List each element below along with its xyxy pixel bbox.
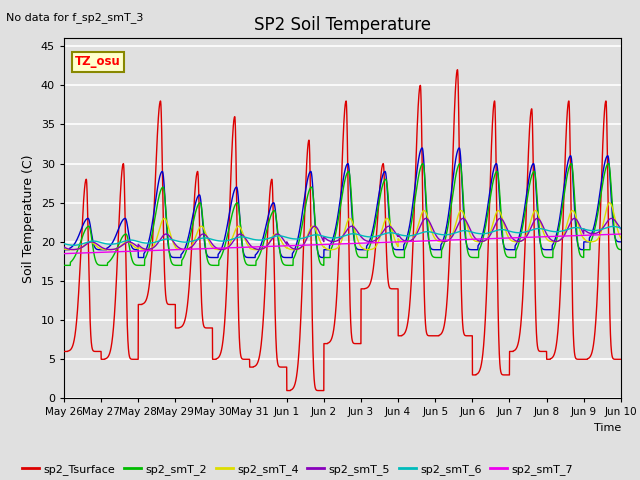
sp2_smT_2: [250, 263, 257, 268]
sp2_smT_2: [419, 161, 427, 167]
sp2_smT_5: [617, 226, 625, 232]
sp2_smT_2: [60, 263, 68, 268]
sp2_smT_6: [60, 241, 68, 247]
sp2_Tsurface: [483, 282, 491, 288]
sp2_smT_1: [617, 239, 625, 245]
sp2_smT_2: [104, 263, 111, 268]
sp2_smT_4: [606, 200, 614, 205]
sp2_smT_2: [587, 239, 595, 245]
sp2_Tsurface: [60, 348, 68, 354]
sp2_smT_5: [60, 244, 68, 250]
sp2_smT_6: [594, 228, 602, 233]
sp2_smT_5: [594, 230, 602, 236]
sp2_smT_5: [467, 228, 475, 234]
sp2_smT_1: [324, 247, 332, 252]
sp2_smT_4: [617, 235, 625, 241]
sp2_smT_7: [60, 251, 68, 256]
sp2_smT_1: [483, 210, 491, 216]
sp2_smT_1: [456, 145, 463, 151]
Y-axis label: Soil Temperature (C): Soil Temperature (C): [22, 154, 35, 283]
sp2_smT_2: [594, 212, 602, 218]
sp2_Tsurface: [467, 333, 475, 339]
sp2_smT_4: [250, 247, 257, 252]
sp2_smT_7: [587, 232, 595, 238]
Legend: sp2_Tsurface, sp2_smT_1, sp2_smT_2, sp2_smT_4, sp2_smT_5, sp2_smT_6, sp2_smT_7: sp2_Tsurface, sp2_smT_1, sp2_smT_2, sp2_…: [18, 460, 578, 480]
sp2_smT_5: [607, 216, 615, 221]
sp2_smT_1: [60, 247, 68, 252]
sp2_smT_1: [250, 255, 257, 261]
Line: sp2_smT_1: sp2_smT_1: [64, 148, 621, 258]
sp2_Tsurface: [594, 287, 602, 293]
sp2_Tsurface: [454, 67, 461, 72]
Text: No data for f_sp2_smT_3: No data for f_sp2_smT_3: [6, 12, 144, 23]
sp2_smT_4: [483, 236, 491, 242]
sp2_smT_4: [324, 246, 332, 252]
sp2_smT_7: [483, 236, 490, 241]
sp2_smT_1: [594, 206, 602, 212]
sp2_smT_1: [467, 247, 475, 252]
sp2_Tsurface: [324, 340, 332, 346]
sp2_smT_6: [324, 234, 332, 240]
X-axis label: Time: Time: [593, 423, 621, 433]
sp2_smT_5: [70, 247, 77, 252]
sp2_smT_7: [324, 241, 332, 247]
sp2_smT_2: [467, 254, 475, 260]
sp2_smT_4: [587, 239, 595, 245]
sp2_smT_7: [593, 232, 601, 238]
Line: sp2_smT_2: sp2_smT_2: [64, 164, 621, 265]
sp2_smT_7: [250, 244, 257, 250]
sp2_smT_5: [483, 237, 491, 242]
sp2_smT_6: [617, 225, 625, 231]
sp2_smT_7: [467, 237, 475, 242]
sp2_Tsurface: [250, 364, 257, 370]
sp2_smT_4: [60, 246, 68, 252]
sp2_smT_6: [250, 237, 257, 242]
sp2_smT_1: [587, 233, 595, 239]
Line: sp2_smT_5: sp2_smT_5: [64, 218, 621, 250]
sp2_Tsurface: [587, 353, 595, 359]
sp2_smT_6: [609, 224, 617, 229]
sp2_smT_6: [483, 230, 491, 236]
Line: sp2_smT_6: sp2_smT_6: [64, 227, 621, 245]
Line: sp2_Tsurface: sp2_Tsurface: [64, 70, 621, 391]
sp2_Tsurface: [617, 356, 625, 362]
Text: TZ_osu: TZ_osu: [75, 55, 121, 68]
sp2_smT_4: [68, 247, 76, 252]
Line: sp2_smT_4: sp2_smT_4: [64, 203, 621, 250]
sp2_smT_6: [467, 229, 475, 235]
sp2_smT_1: [252, 255, 259, 261]
sp2_smT_5: [324, 237, 332, 243]
sp2_Tsurface: [287, 388, 294, 394]
sp2_smT_4: [594, 237, 602, 242]
Title: SP2 Soil Temperature: SP2 Soil Temperature: [254, 16, 431, 34]
sp2_smT_2: [324, 255, 332, 261]
sp2_smT_5: [250, 245, 257, 251]
sp2_smT_2: [617, 247, 625, 252]
Line: sp2_smT_7: sp2_smT_7: [64, 234, 621, 253]
sp2_smT_4: [467, 234, 475, 240]
sp2_smT_5: [587, 230, 595, 236]
sp2_smT_2: [483, 216, 491, 222]
sp2_smT_6: [70, 242, 78, 248]
sp2_smT_7: [617, 231, 625, 237]
sp2_smT_6: [587, 228, 595, 233]
